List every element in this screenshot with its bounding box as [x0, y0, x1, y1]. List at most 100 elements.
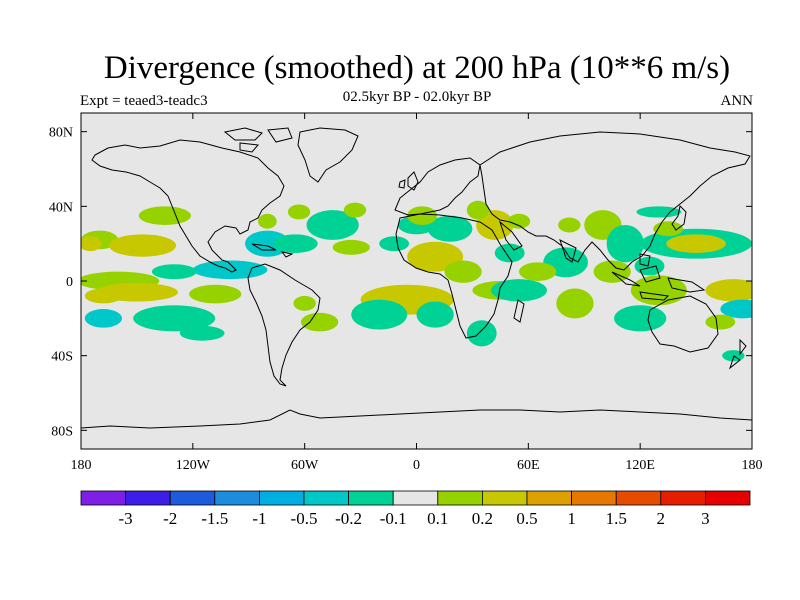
colorbar: -3 -2 -1.5 -1 -0.5 -0.2 -0.1 0.1 0.2 0.5 1 1.5 2 3: [80, 490, 751, 528]
chart-subtitle: 02.5kyr BP - 02.0kyr BP: [342, 89, 492, 105]
colorbar-swatch-7: [392, 490, 439, 506]
divergence-anomaly-12: [138, 206, 191, 226]
colorbar-label: -2: [163, 509, 177, 528]
colorbar-swatch-5: [303, 490, 349, 506]
colorbar-swatch-3: [214, 490, 260, 506]
divergence-anomaly-8: [189, 284, 242, 304]
colorbar-swatch-6: [348, 490, 394, 506]
divergence-anomaly-49: [614, 305, 667, 332]
coastline-british-isles: [398, 171, 419, 191]
colorbar-swatch-8: [437, 490, 483, 506]
x-tick-label: 180: [71, 458, 92, 473]
colorbar-swatch-12: [615, 490, 662, 506]
coastline-antarctica: [81, 409, 752, 429]
divergence-anomaly-30: [444, 260, 482, 283]
divergence-anomaly-10: [133, 305, 216, 332]
divergence-anomaly-1: [108, 234, 177, 257]
coastline-north-america: [91, 139, 285, 273]
colorbar-swatch-0: [80, 490, 126, 506]
colorbar-label: -0.2: [335, 509, 362, 528]
divergence-anomaly-21: [332, 239, 370, 255]
divergence-anomaly-5: [151, 264, 197, 280]
coastline-australia: [647, 295, 719, 353]
divergence-anomaly-7: [84, 288, 123, 304]
divergence-anomaly-53: [722, 350, 745, 362]
divergence-anomaly-43: [606, 225, 644, 263]
coastline-south-asia-detail: [498, 220, 577, 263]
divergence-anomaly-9: [84, 309, 123, 328]
colorbar-label: -3: [119, 509, 133, 528]
x-tick-label: 60E: [517, 458, 540, 473]
divergence-anomaly-35: [466, 200, 490, 220]
coastline-asia: [479, 131, 751, 271]
y-tick-label: 40N: [49, 200, 73, 215]
divergence-anomaly-39: [519, 262, 557, 281]
coastline-africa: [395, 213, 513, 339]
divergence-anomaly-52: [705, 314, 736, 330]
coastline-greenland: [297, 127, 359, 183]
x-tick-label: 120E: [625, 458, 655, 473]
colorbar-label: -0.5: [291, 509, 318, 528]
coastline-arctic-islands: [223, 127, 293, 153]
experiment-label: Expt = teaed3-teadc3: [80, 93, 208, 109]
divergence-fields: [81, 200, 752, 362]
divergence-anomaly-18: [300, 312, 339, 332]
divergence-anomaly-54: [636, 206, 682, 218]
divergence-anomaly-51: [720, 299, 752, 319]
divergence-anomaly-17: [293, 295, 316, 311]
divergence-anomaly-15: [258, 213, 277, 229]
colorbar-swatch-11: [571, 490, 617, 506]
colorbar-label: 1.5: [606, 509, 627, 528]
map-axes: 180 120W 60W 0 60E 120E 180 80N 40N 0 40S 80S: [49, 113, 763, 473]
colorbar-swatch-9: [481, 490, 528, 506]
coastline-madagascar: [513, 299, 525, 323]
coastline-caribbean: [251, 243, 294, 258]
divergence-anomaly-13: [245, 230, 290, 257]
x-tick-label: 0: [413, 458, 420, 473]
coastline-europe: [394, 157, 481, 216]
x-tick-label: 180: [742, 458, 763, 473]
colorbar-label: 0.5: [516, 509, 537, 528]
chart-title: Divergence (smoothed) at 200 hPa (10**6 …: [103, 50, 731, 86]
colorbar-swatch-1: [125, 490, 171, 506]
divergence-anomaly-25: [407, 206, 438, 226]
coastlines: [81, 127, 752, 429]
divergence-anomaly-41: [556, 288, 594, 319]
x-tick-label: 120W: [176, 458, 211, 473]
colorbar-swatch-14: [705, 490, 751, 506]
divergence-anomaly-37: [507, 213, 531, 229]
divergence-anomaly-29: [407, 241, 464, 272]
y-tick-label: 40S: [51, 350, 73, 365]
divergence-anomaly-2: [81, 236, 102, 252]
divergence-anomaly-14: [272, 234, 318, 254]
divergence-anomaly-16: [287, 204, 311, 220]
season-label: ANN: [720, 93, 754, 109]
colorbar-swatch-2: [169, 490, 216, 506]
divergence-anomaly-19: [306, 210, 359, 240]
colorbar-label: 2: [657, 509, 666, 528]
divergence-anomaly-11: [179, 325, 225, 341]
divergence-anomaly-32: [466, 320, 497, 347]
coastline-japan: [671, 204, 687, 231]
colorbar-swatch-10: [526, 490, 572, 506]
colorbar-label: 3: [701, 509, 710, 528]
divergence-anomaly-40: [558, 217, 581, 233]
colorbar-label: 0.1: [427, 509, 448, 528]
divergence-anomaly-22: [379, 236, 410, 252]
coastline-new-zealand: [728, 338, 747, 370]
divergence-anomaly-50: [705, 279, 752, 302]
colorbar-label: -0.1: [380, 509, 407, 528]
coastline-maritime-continent: [611, 253, 706, 301]
colorbar-label: 0.2: [472, 509, 493, 528]
divergence-anomaly-27: [351, 299, 408, 330]
y-tick-label: 0: [66, 275, 73, 290]
divergence-anomaly-20: [343, 202, 367, 218]
divergence-anomaly-33: [491, 279, 547, 302]
divergence-anomaly-24: [427, 215, 473, 242]
coastline-south-america: [247, 263, 321, 387]
divergence-anomaly-46: [666, 234, 726, 254]
colorbar-label: 1: [567, 509, 576, 528]
divergence-anomaly-4: [192, 260, 268, 280]
y-tick-label: 80N: [49, 126, 73, 141]
